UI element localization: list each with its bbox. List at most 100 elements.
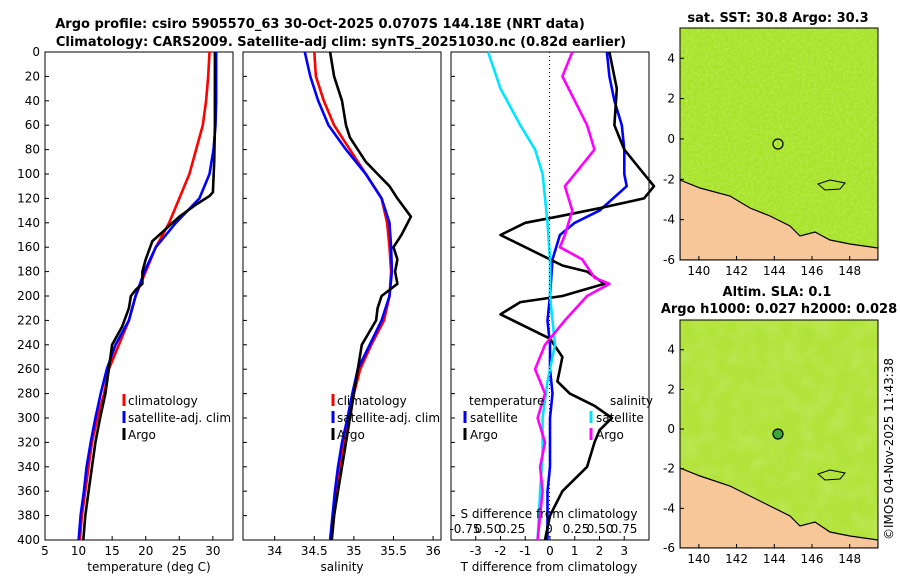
x-tick-label: 3 — [620, 544, 628, 558]
map-x-tick-label: 148 — [838, 552, 861, 566]
x-tick-label: 30 — [205, 544, 220, 558]
map-x-tick-label: 140 — [687, 264, 710, 278]
salinity-legend: climatology satellite-adj. clim Argo — [331, 394, 440, 442]
map-y-tick-label: -4 — [663, 501, 675, 515]
series-line-satellite-adj-clim — [77, 52, 218, 541]
sst-map-axes: 140 142 144 146 148 4 2 0 -2 -4 -6 — [663, 51, 861, 278]
difference-xlabel: T difference from climatology — [460, 560, 638, 574]
x-tick-label: 36 — [425, 544, 440, 558]
depth-tick-label: 240 — [17, 338, 40, 352]
s-difference-ticks: -0.750.500.25 0 0.250.500.75 — [449, 522, 637, 536]
legend-label: Argo — [128, 428, 156, 442]
legend-label: climatology — [337, 394, 407, 408]
x-tick-label: 2 — [596, 544, 604, 558]
s-diff-tick-label: 0.25 — [563, 522, 590, 536]
coastline — [680, 467, 878, 548]
title-line1: Argo profile: csiro 5905570_63 30-Oct-20… — [55, 17, 585, 32]
map-y-tick-label: 2 — [667, 92, 675, 106]
depth-tick-label: 0 — [32, 45, 40, 59]
depth-tick-label: 160 — [17, 240, 40, 254]
sst-map — [680, 28, 878, 260]
depth-tick-label: 300 — [17, 411, 40, 425]
island-outline — [817, 179, 846, 191]
map-x-tick-label: 142 — [725, 264, 748, 278]
depth-tick-label: 20 — [25, 69, 40, 83]
legend-label: satellite — [596, 411, 644, 425]
s-diff-tick-label: 0.50 — [475, 522, 502, 536]
depth-tick-label: 320 — [17, 435, 40, 449]
difference-plot: -3 -2 -1 0 1 2 3 — [470, 51, 656, 558]
s-diff-tick-label: 0.75 — [611, 522, 638, 536]
depth-tick-label: 380 — [17, 509, 40, 523]
depth-tick-label: 100 — [17, 167, 40, 181]
series-line-argo — [82, 52, 217, 541]
x-tick-label: 1 — [571, 544, 579, 558]
map-y-tick-label: -2 — [663, 172, 675, 186]
x-tick-label: 20 — [138, 544, 153, 558]
x-tick-label: 15 — [105, 544, 120, 558]
series-line-salinity-satellite — [486, 51, 557, 541]
x-tick-label: -3 — [470, 544, 482, 558]
s-diff-tick-label: 0 — [545, 522, 553, 536]
depth-tick-label: 360 — [17, 484, 40, 498]
legend-label: satellite-adj. clim — [128, 411, 231, 425]
sst-map-title: sat. SST: 30.8 Argo: 30.3 — [687, 11, 868, 26]
x-tick-label: 35.5 — [380, 544, 407, 558]
depth-axis: 0 20 40 60 80 100 120 140 160 180 200 220 240 260 280 3… — [17, 45, 455, 547]
depth-tick-label: 40 — [25, 94, 40, 108]
title-line2: Climatology: CARS2009. Satellite-adj cli… — [56, 35, 626, 50]
legend-label: Argo — [337, 428, 365, 442]
map-y-tick-label: 0 — [667, 422, 675, 436]
x-tick-label: 35 — [346, 544, 361, 558]
footer-timestamp: ©IMOS 04-Nov-2025 11:43:38 — [882, 358, 896, 540]
s-diff-tick-label: 0.25 — [499, 522, 526, 536]
temperature-plot: 5 10 15 20 25 30 — [41, 51, 220, 558]
legend-heading-salinity: salinity — [610, 394, 653, 408]
legend-label: satellite-adj. clim — [337, 411, 440, 425]
difference-legend: temperature satellite Argo salinity sate… — [463, 394, 653, 442]
temperature-axes — [44, 51, 234, 541]
sla-map-subtitle: Argo h1000: 0.027 h2000: 0.028 — [661, 302, 897, 317]
depth-tick-label: 340 — [17, 460, 40, 474]
map-x-tick-label: 146 — [801, 552, 824, 566]
map-x-tick-label: 146 — [801, 264, 824, 278]
x-tick-label: -1 — [519, 544, 531, 558]
depth-tick-label: 80 — [25, 143, 40, 157]
legend-label: climatology — [128, 394, 198, 408]
coastline — [680, 179, 878, 260]
map-y-tick-label: 0 — [667, 132, 675, 146]
island-outline — [817, 469, 846, 481]
series-line-temperature-argo — [499, 51, 656, 541]
argo-position-marker — [772, 428, 784, 440]
map-x-tick-label: 144 — [763, 552, 786, 566]
sla-map-title: Altim. SLA: 0.1 — [723, 285, 832, 300]
map-y-tick-label: -2 — [663, 462, 675, 476]
map-x-tick-label: 140 — [687, 552, 710, 566]
depth-tick-label: 60 — [25, 118, 40, 132]
map-x-tick-label: 148 — [838, 264, 861, 278]
map-y-tick-label: -6 — [663, 253, 675, 267]
salinity-plot: 34 34.5 35 35.5 36 — [267, 51, 441, 558]
map-y-tick-label: -6 — [663, 541, 675, 555]
x-tick-label: 5 — [41, 544, 49, 558]
depth-tick-label: 220 — [17, 313, 40, 327]
legend-label: satellite — [470, 411, 518, 425]
salinity-xlabel: salinity — [320, 560, 363, 574]
temperature-legend: climatology satellite-adj. clim Argo — [122, 394, 231, 442]
map-x-tick-label: 142 — [725, 552, 748, 566]
x-tick-label: -2 — [495, 544, 507, 558]
sla-map-axes: 140 142 144 146 148 4 2 0 -2 -4 -6 — [663, 343, 861, 566]
series-line-climatology — [78, 51, 211, 541]
s-difference-label: S difference from climatology — [461, 507, 638, 521]
map-x-tick-label: 144 — [763, 264, 786, 278]
series-line-satellite-adj-clim — [303, 51, 394, 541]
temperature-xlabel: temperature (deg C) — [87, 560, 210, 574]
map-y-tick-label: 4 — [667, 51, 675, 65]
depth-tick-label: 280 — [17, 387, 40, 401]
x-tick-label: 25 — [172, 544, 187, 558]
s-diff-tick-label: 0.50 — [587, 522, 614, 536]
legend-heading-temperature: temperature — [469, 394, 544, 408]
map-y-tick-label: 2 — [667, 382, 675, 396]
x-tick-label: 34.5 — [301, 544, 328, 558]
legend-label: Argo — [470, 428, 498, 442]
